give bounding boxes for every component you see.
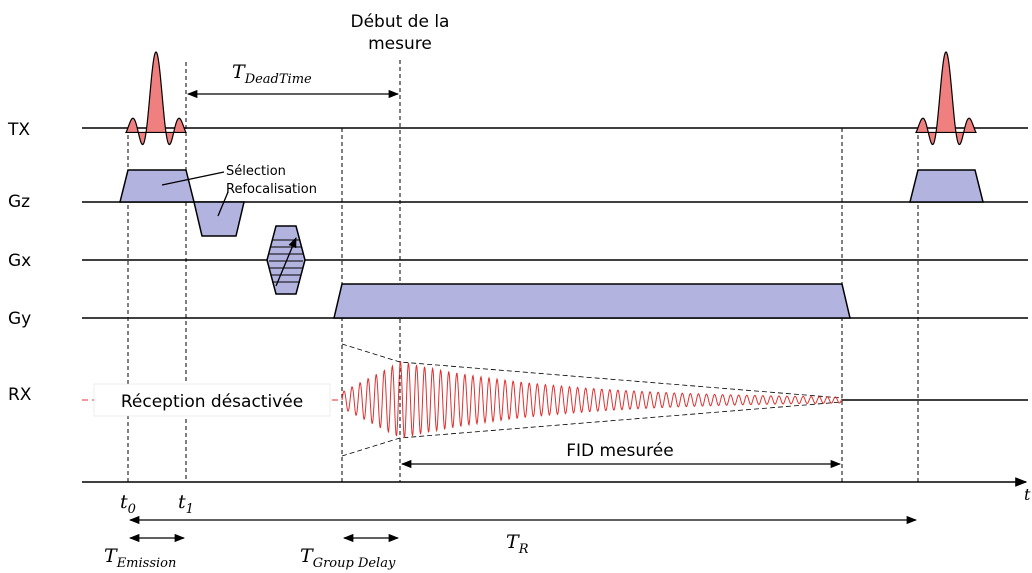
track-label-gx: Gx xyxy=(8,251,31,271)
rf-pulse-1 xyxy=(125,51,187,146)
fid-signal xyxy=(341,361,843,438)
reception-off-label: Réception désactivée xyxy=(121,392,303,412)
track-label-gz: Gz xyxy=(8,192,30,212)
emission-label: TEmission xyxy=(104,545,176,571)
group-delay-label: TGroup Delay xyxy=(300,545,396,571)
refocus-pointer xyxy=(217,191,229,217)
reception-off-box xyxy=(93,383,331,417)
fid-envelope-top xyxy=(341,343,843,399)
gy-readout-lobe xyxy=(333,283,851,319)
baselines xyxy=(82,127,1028,401)
selection-label: Sélection xyxy=(226,164,286,179)
t0-label: t0 xyxy=(120,491,136,517)
fid-envelope-bottom xyxy=(341,401,843,457)
gz-selection-lobe xyxy=(119,169,195,203)
selection-pointer xyxy=(161,171,225,186)
phase-step-arrow xyxy=(275,237,297,287)
deadtime-label: TDeadTime xyxy=(232,61,312,87)
measure-start-label-line1: Début de la xyxy=(351,12,450,32)
refocalisation-label: Refocalisation xyxy=(226,182,317,197)
track-label-rx: RX xyxy=(8,385,32,405)
rf-pulse-2 xyxy=(915,51,977,146)
t1-label: t1 xyxy=(178,491,194,517)
time-markers xyxy=(127,60,919,482)
gx-phase-encoding xyxy=(266,225,306,295)
track-label-gy: Gy xyxy=(8,309,31,329)
gz-refocus-lobe xyxy=(193,201,245,237)
track-label-tx: TX xyxy=(7,120,30,140)
tr-label: TR xyxy=(506,531,529,557)
time-axis-label: t xyxy=(1024,485,1031,504)
fid-measured-label: FID mesurée xyxy=(566,441,673,461)
measure-start-label-line2: mesure xyxy=(368,34,432,54)
gz-selection-lobe-2 xyxy=(909,169,984,203)
